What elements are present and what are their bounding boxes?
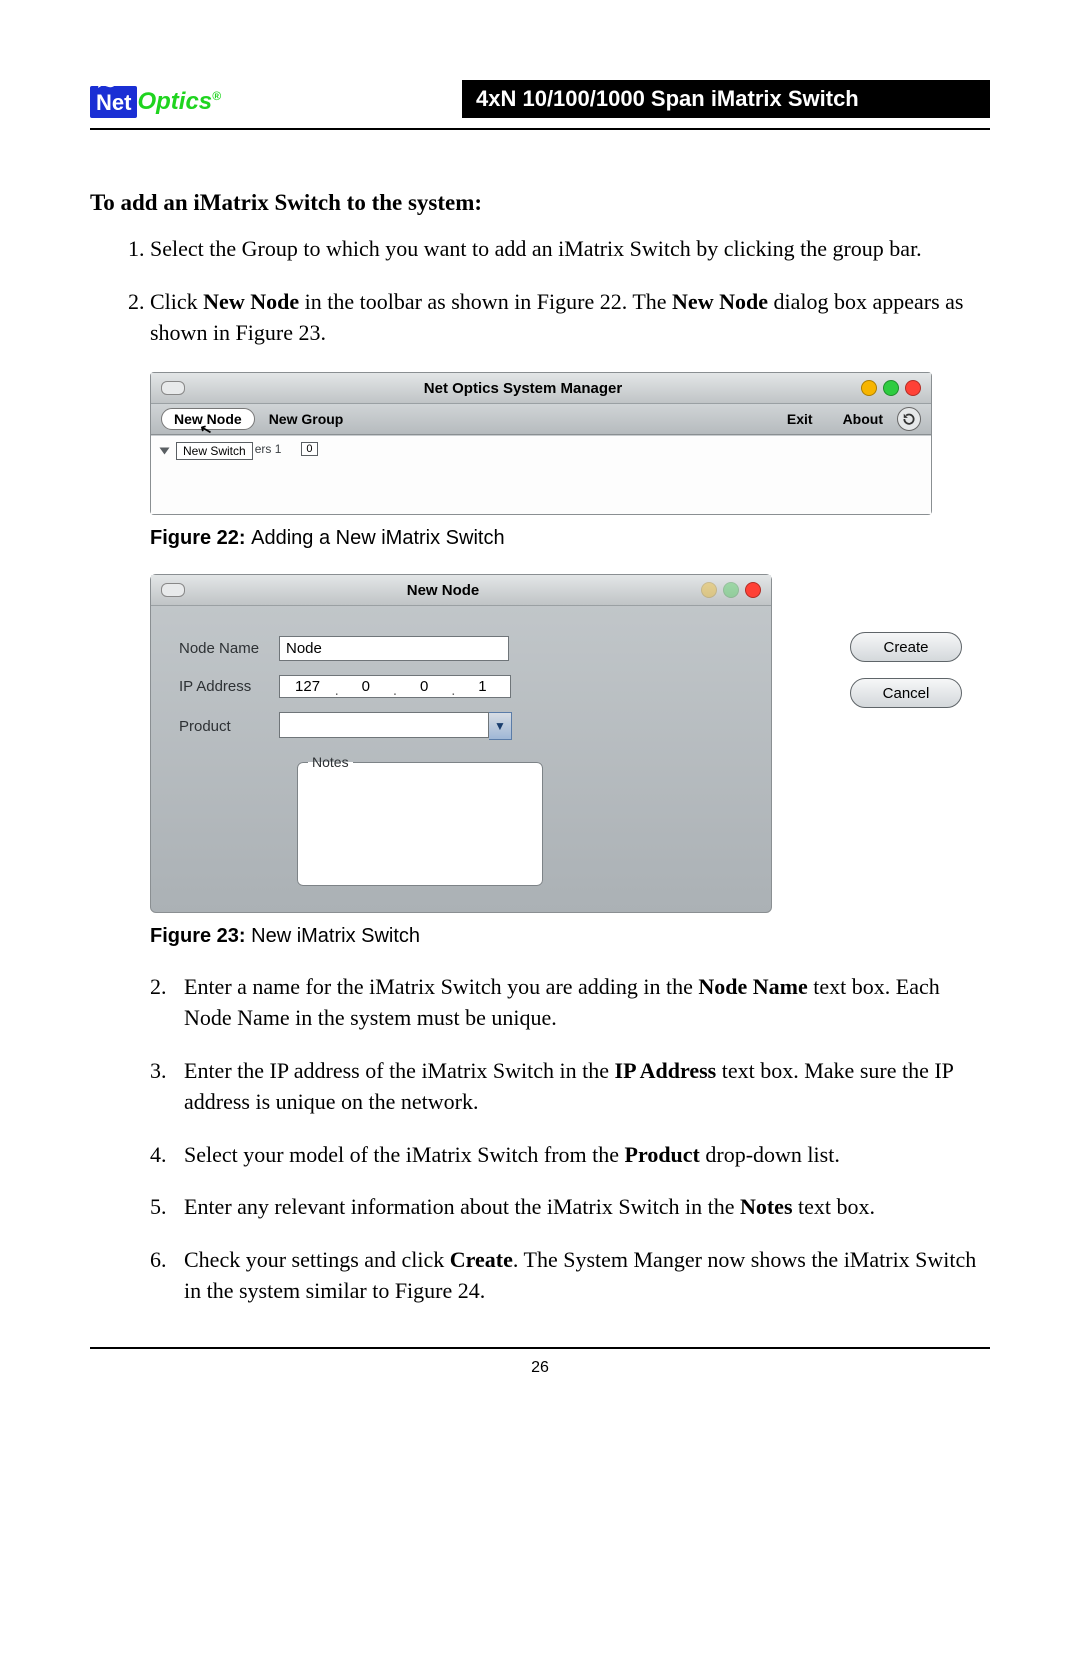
step-number: 5. (150, 1192, 184, 1223)
trail-text: ers 1 (255, 442, 282, 456)
step-item: 2.Enter a name for the iMatrix Switch yo… (150, 972, 990, 1034)
window-capsule-icon (161, 381, 185, 395)
zero-box: 0 (301, 442, 317, 456)
figure-23-dialog: New Node Node Name IP Address 127. 0. 0.… (150, 574, 772, 913)
step-number: 2. (150, 972, 184, 1034)
step-text: Enter any relevant information about the… (184, 1192, 990, 1223)
window-traffic-lights (861, 380, 921, 396)
step-text: Enter a name for the iMatrix Switch you … (184, 972, 990, 1034)
fig23-title: New Node (185, 582, 701, 599)
logo: ∼ Net Optics® (90, 86, 221, 118)
new-group-button[interactable]: New Group (269, 411, 344, 427)
step-2: Click New Node in the toolbar as shown i… (150, 287, 990, 349)
step-item: 4.Select your model of the iMatrix Switc… (150, 1140, 990, 1171)
product-select-box[interactable] (279, 712, 489, 738)
ip-octet-4[interactable]: 1 (464, 678, 500, 695)
ip-octet-1[interactable]: 127 (290, 678, 326, 695)
close-icon[interactable] (905, 380, 921, 396)
footer-divider (90, 1347, 990, 1349)
minimize-icon[interactable] (861, 380, 877, 396)
step-item: 3.Enter the IP address of the iMatrix Sw… (150, 1056, 990, 1118)
window-traffic-lights (701, 582, 761, 598)
step-number: 6. (150, 1245, 184, 1307)
window-capsule-icon (161, 583, 185, 597)
ip-address-label: IP Address (179, 678, 279, 695)
fig22-toolbar: New Node ↖ New Group Exit About (151, 404, 931, 435)
close-icon[interactable] (745, 582, 761, 598)
zoom-icon[interactable] (883, 380, 899, 396)
fig22-body: New Switch ers 1 0 (151, 435, 931, 514)
ip-octet-3[interactable]: 0 (406, 678, 442, 695)
fig23-titlebar: New Node (151, 575, 771, 606)
product-select[interactable]: ▼ (279, 712, 512, 740)
step-number: 4. (150, 1140, 184, 1171)
new-switch-item[interactable]: New Switch (176, 442, 253, 460)
ip-octet-2[interactable]: 0 (348, 678, 384, 695)
figure-23-caption: Figure 23: New iMatrix Switch (150, 925, 990, 948)
step-item: 5.Enter any relevant information about t… (150, 1192, 990, 1223)
create-button[interactable]: Create (850, 632, 962, 662)
zoom-icon[interactable] (723, 582, 739, 598)
logo-optics: Optics® (137, 88, 221, 116)
step-text: Select your model of the iMatrix Switch … (184, 1140, 990, 1171)
steps-top: Select the Group to which you want to ad… (150, 234, 990, 348)
product-label: Product (179, 718, 279, 735)
section-heading: To add an iMatrix Switch to the system: (90, 190, 990, 216)
step-number: 3. (150, 1056, 184, 1118)
page-header: ∼ Net Optics® 4xN 10/100/1000 Span iMatr… (90, 80, 990, 118)
ip-address-input[interactable]: 127. 0. 0. 1 (279, 675, 511, 698)
step-text: Check your settings and click Create. Th… (184, 1245, 990, 1307)
steps-bottom: 2.Enter a name for the iMatrix Switch yo… (150, 972, 990, 1306)
node-name-input[interactable] (279, 636, 509, 661)
about-button[interactable]: About (843, 411, 883, 427)
cancel-button[interactable]: Cancel (850, 678, 962, 708)
chevron-down-icon[interactable]: ▼ (489, 712, 512, 740)
fig23-form: Node Name IP Address 127. 0. 0. 1 Produc… (151, 606, 771, 886)
new-node-button[interactable]: New Node ↖ (161, 408, 255, 430)
registered-mark: ® (212, 89, 221, 103)
page-number: 26 (90, 1359, 990, 1377)
fig22-title: Net Optics System Manager (185, 380, 861, 397)
figure-22-caption: Figure 22: Adding a New iMatrix Switch (150, 527, 990, 550)
fig22-titlebar: Net Optics System Manager (151, 373, 931, 404)
notes-label: Notes (308, 754, 353, 770)
exit-button[interactable]: Exit (787, 411, 813, 427)
notes-field[interactable]: Notes (297, 754, 543, 886)
disclosure-triangle-icon[interactable] (160, 448, 170, 455)
header-divider (90, 128, 990, 130)
minimize-icon[interactable] (701, 582, 717, 598)
node-name-label: Node Name (179, 640, 279, 657)
refresh-icon[interactable] (897, 407, 921, 431)
document-title-bar: 4xN 10/100/1000 Span iMatrix Switch (462, 80, 990, 118)
step-item: 6.Check your settings and click Create. … (150, 1245, 990, 1307)
figure-22-window: Net Optics System Manager New Node ↖ New… (150, 372, 932, 515)
logo-net: ∼ Net (90, 86, 137, 118)
step-text: Enter the IP address of the iMatrix Swit… (184, 1056, 990, 1118)
step-1: Select the Group to which you want to ad… (150, 234, 990, 265)
